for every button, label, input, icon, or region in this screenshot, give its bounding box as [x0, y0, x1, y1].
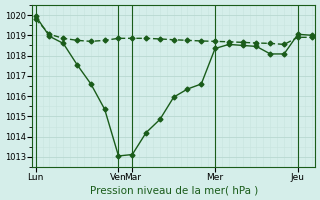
X-axis label: Pression niveau de la mer( hPa ): Pression niveau de la mer( hPa ) [90, 185, 258, 195]
